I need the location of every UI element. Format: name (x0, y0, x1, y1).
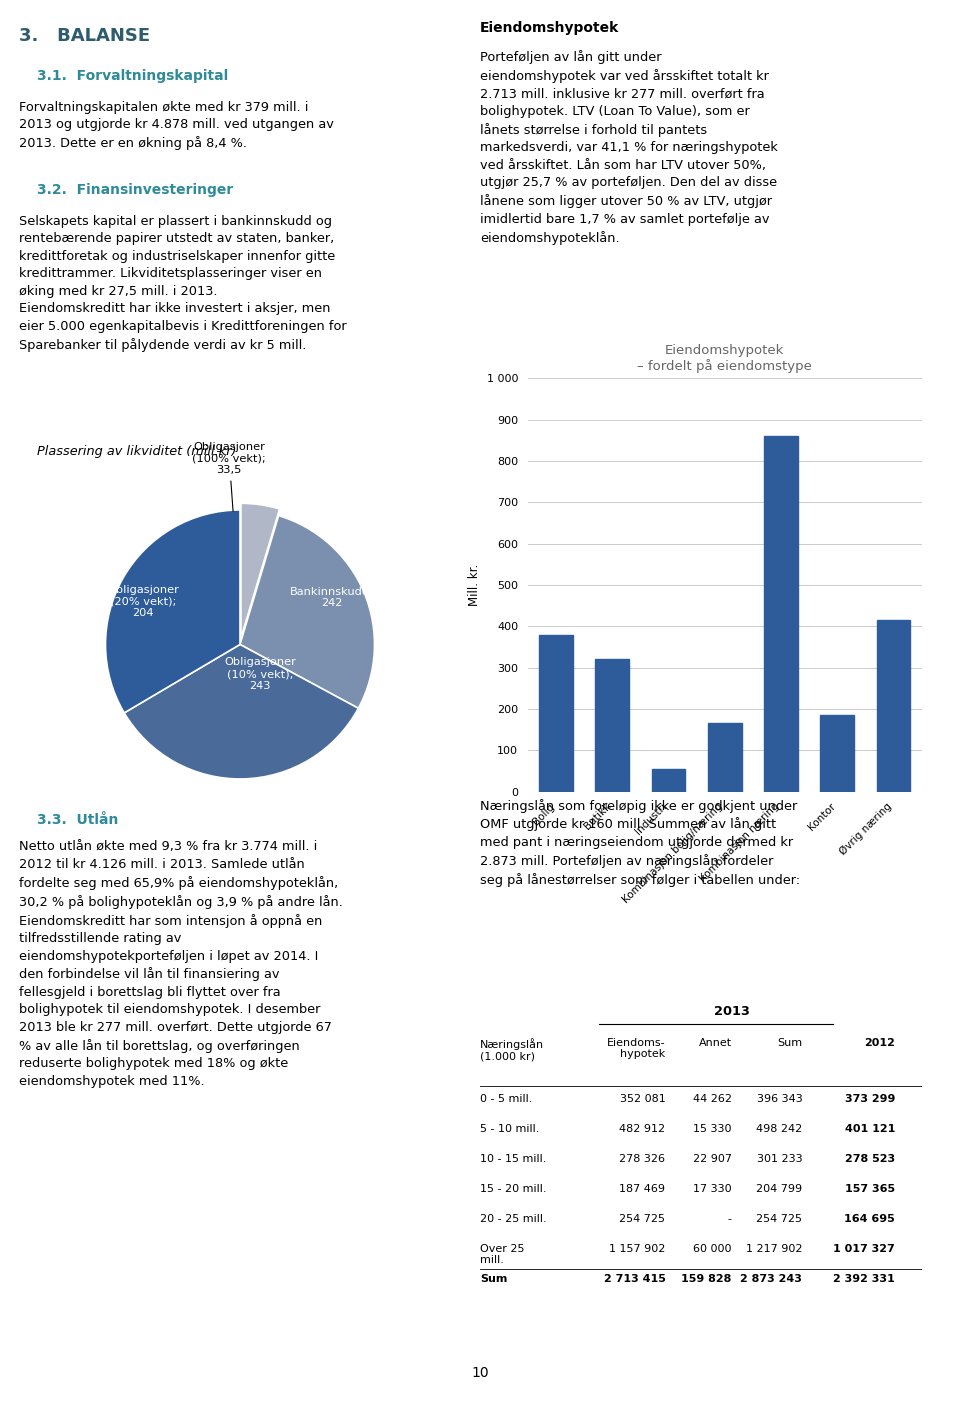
Text: 15 - 20 mill.: 15 - 20 mill. (480, 1184, 546, 1194)
Text: Forvaltningskapitalen økte med kr 379 mill. i
2013 og utgjorde kr 4.878 mill. ve: Forvaltningskapitalen økte med kr 379 mi… (19, 101, 334, 150)
Wedge shape (240, 516, 374, 709)
Text: 10 - 15 mill.: 10 - 15 mill. (480, 1154, 546, 1164)
Bar (540, 635, 573, 792)
Bar (876, 621, 910, 792)
Text: 3.1.  Forvaltningskapital: 3.1. Forvaltningskapital (36, 69, 228, 83)
Text: 2013: 2013 (714, 1005, 750, 1019)
Text: 60 000: 60 000 (693, 1244, 732, 1254)
Text: Næringslån
(1.000 kr): Næringslån (1.000 kr) (480, 1038, 544, 1062)
Bar (764, 436, 798, 792)
Text: Netto utlån økte med 9,3 % fra kr 3.774 mill. i
2012 til kr 4.126 mill. i 2013. : Netto utlån økte med 9,3 % fra kr 3.774 … (19, 841, 343, 1087)
Text: Næringslån som foreløpig ikke er godkjent under
OMF utgjorde kr 160 mill. Summen: Næringslån som foreløpig ikke er godkjen… (480, 799, 800, 887)
Text: 17 330: 17 330 (693, 1184, 732, 1194)
Text: 157 365: 157 365 (845, 1184, 895, 1194)
Text: Bankinnskudd;
242: Bankinnskudd; 242 (290, 587, 373, 608)
Text: 1 017 327: 1 017 327 (833, 1244, 895, 1254)
Bar (708, 723, 742, 792)
Text: Plassering av likviditet (mill.kr): Plassering av likviditet (mill.kr) (36, 446, 236, 458)
Text: 164 695: 164 695 (845, 1213, 895, 1224)
Wedge shape (241, 503, 279, 637)
Text: 396 343: 396 343 (756, 1094, 803, 1104)
Text: 204 799: 204 799 (756, 1184, 803, 1194)
Bar (595, 660, 629, 792)
Text: Obligasjoner
(100% vekt);
33,5: Obligasjoner (100% vekt); 33,5 (192, 443, 266, 511)
Text: 278 326: 278 326 (619, 1154, 665, 1164)
Text: 2012: 2012 (864, 1038, 895, 1048)
Text: Eiendomshypotek: Eiendomshypotek (480, 21, 619, 35)
Text: 373 299: 373 299 (845, 1094, 895, 1104)
Text: Sum: Sum (480, 1274, 508, 1283)
Text: 15 330: 15 330 (693, 1124, 732, 1135)
Y-axis label: Mill. kr.: Mill. kr. (468, 563, 481, 607)
Text: 301 233: 301 233 (756, 1154, 803, 1164)
Text: 44 262: 44 262 (693, 1094, 732, 1104)
Text: Obligasjoner
(20% vekt);
204: Obligasjoner (20% vekt); 204 (108, 584, 180, 618)
Title: Eiendomshypotek
– fordelt på eiendomstype: Eiendomshypotek – fordelt på eiendomstyp… (637, 343, 812, 373)
Text: 187 469: 187 469 (619, 1184, 665, 1194)
Text: Porteføljen av lån gitt under
eiendomshypotek var ved årsskiftet totalt kr
2.713: Porteføljen av lån gitt under eiendomshy… (480, 50, 778, 245)
Text: 3.2.  Finansinvesteringer: 3.2. Finansinvesteringer (36, 182, 233, 196)
Text: -: - (728, 1213, 732, 1224)
Text: 1 157 902: 1 157 902 (609, 1244, 665, 1254)
Text: Obligasjoner
(10% vekt);
243: Obligasjoner (10% vekt); 243 (225, 657, 296, 691)
Text: Annet: Annet (699, 1038, 732, 1048)
Text: 10: 10 (471, 1366, 489, 1380)
Text: 159 828: 159 828 (682, 1274, 732, 1283)
Text: 482 912: 482 912 (619, 1124, 665, 1135)
Wedge shape (106, 510, 240, 713)
Bar (652, 769, 685, 792)
Text: 2 873 243: 2 873 243 (740, 1274, 803, 1283)
Text: 401 121: 401 121 (845, 1124, 895, 1135)
Text: 2 392 331: 2 392 331 (833, 1274, 895, 1283)
Text: 5 - 10 mill.: 5 - 10 mill. (480, 1124, 540, 1135)
Text: 2 713 415: 2 713 415 (604, 1274, 665, 1283)
Text: 0 - 5 mill.: 0 - 5 mill. (480, 1094, 533, 1104)
Text: 3.   BALANSE: 3. BALANSE (19, 27, 151, 45)
Text: 20 - 25 mill.: 20 - 25 mill. (480, 1213, 546, 1224)
Wedge shape (124, 644, 358, 779)
Text: 498 242: 498 242 (756, 1124, 803, 1135)
Text: Eiendoms-
hypotek: Eiendoms- hypotek (607, 1038, 665, 1059)
Text: 278 523: 278 523 (845, 1154, 895, 1164)
Text: Selskapets kapital er plassert i bankinnskudd og
rentebærende papirer utstedt av: Selskapets kapital er plassert i bankinn… (19, 214, 347, 352)
Text: Over 25
mill.: Over 25 mill. (480, 1244, 524, 1265)
Text: 1 217 902: 1 217 902 (746, 1244, 803, 1254)
Text: 254 725: 254 725 (756, 1213, 803, 1224)
Bar (821, 715, 854, 792)
Text: 254 725: 254 725 (619, 1213, 665, 1224)
Text: 3.3.  Utlån: 3.3. Utlån (36, 813, 118, 827)
Text: Sum: Sum (778, 1038, 803, 1048)
Text: 22 907: 22 907 (693, 1154, 732, 1164)
Text: 352 081: 352 081 (620, 1094, 665, 1104)
